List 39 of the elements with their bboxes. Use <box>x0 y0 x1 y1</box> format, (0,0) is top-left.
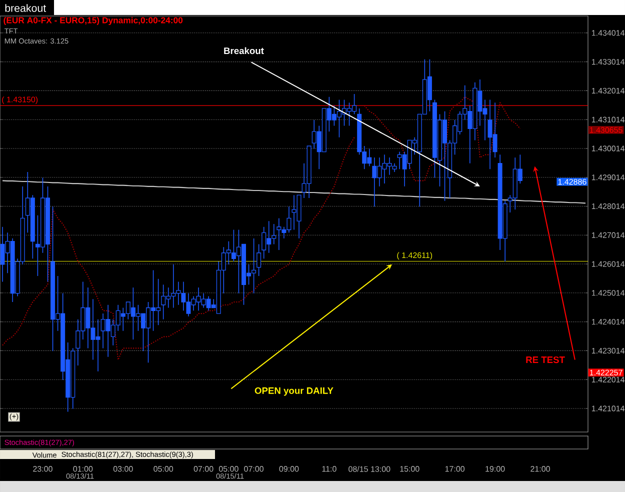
y-tick-label: 1.429014 <box>592 174 625 180</box>
ref-line-label: ( 1.42611) <box>397 252 432 260</box>
x-tick-label: 09:00 <box>279 466 299 472</box>
x-tick-label: 08/15 13:00 <box>348 466 390 472</box>
text: 1.430655 <box>590 127 622 133</box>
x-tick-label: 21:00 <box>530 466 550 472</box>
x-tick-label: 07:00 <box>244 466 264 472</box>
y-tick-label: 1.433014 <box>592 58 625 65</box>
x-tick-label: 11:0 <box>322 466 336 472</box>
annotation: RE TEST <box>526 356 565 364</box>
y-tick-label: 1.430014 <box>592 146 625 152</box>
text: 1.422257 <box>590 370 622 376</box>
y-tick-label: 1.434014 <box>592 30 625 36</box>
y-tick-label: 1.424014 <box>592 318 625 325</box>
annotation: Breakout <box>224 47 264 54</box>
candlestick <box>256 244 262 276</box>
chart-title: breakout <box>5 4 46 12</box>
x-tick-label: 05:00 <box>218 466 238 472</box>
ref-line-label: ( 1.43150) <box>2 96 38 104</box>
y-tick-label: 1.425014 <box>592 290 625 296</box>
y-tick-label: 1.428014 <box>592 203 625 210</box>
x-tick-label: 03:00 <box>113 466 133 472</box>
x-tick-label: 19:00 <box>486 466 505 472</box>
y-tick-label: 1.422014 <box>592 376 625 382</box>
annotation: 1.42886 <box>558 178 586 185</box>
x-tick-label: 01:00 <box>73 466 93 472</box>
chart-subtitle: (EUR A0-FX - EURO,15) Dynamic,0:00-24:00 <box>4 16 183 26</box>
x-tick-label: 23:00 <box>33 466 52 472</box>
y-tick-label: 1.423014 <box>592 348 625 354</box>
y-tick-label: 1.432014 <box>592 88 625 94</box>
y-tick-label: 1.426014 <box>592 261 625 267</box>
y-tick-label: 1.431014 <box>592 116 625 122</box>
x-tick-label: 15:00 <box>400 466 420 472</box>
x-tick-label: 07:00 <box>194 466 214 472</box>
x-tick-label: 17:00 <box>445 466 465 472</box>
x-tick-label: 05:00 <box>154 466 174 472</box>
y-tick-label: 1.421014 <box>592 406 625 412</box>
y-tick-label: 1.427014 <box>592 232 625 238</box>
annotation: OPEN your DAILY <box>254 387 334 396</box>
